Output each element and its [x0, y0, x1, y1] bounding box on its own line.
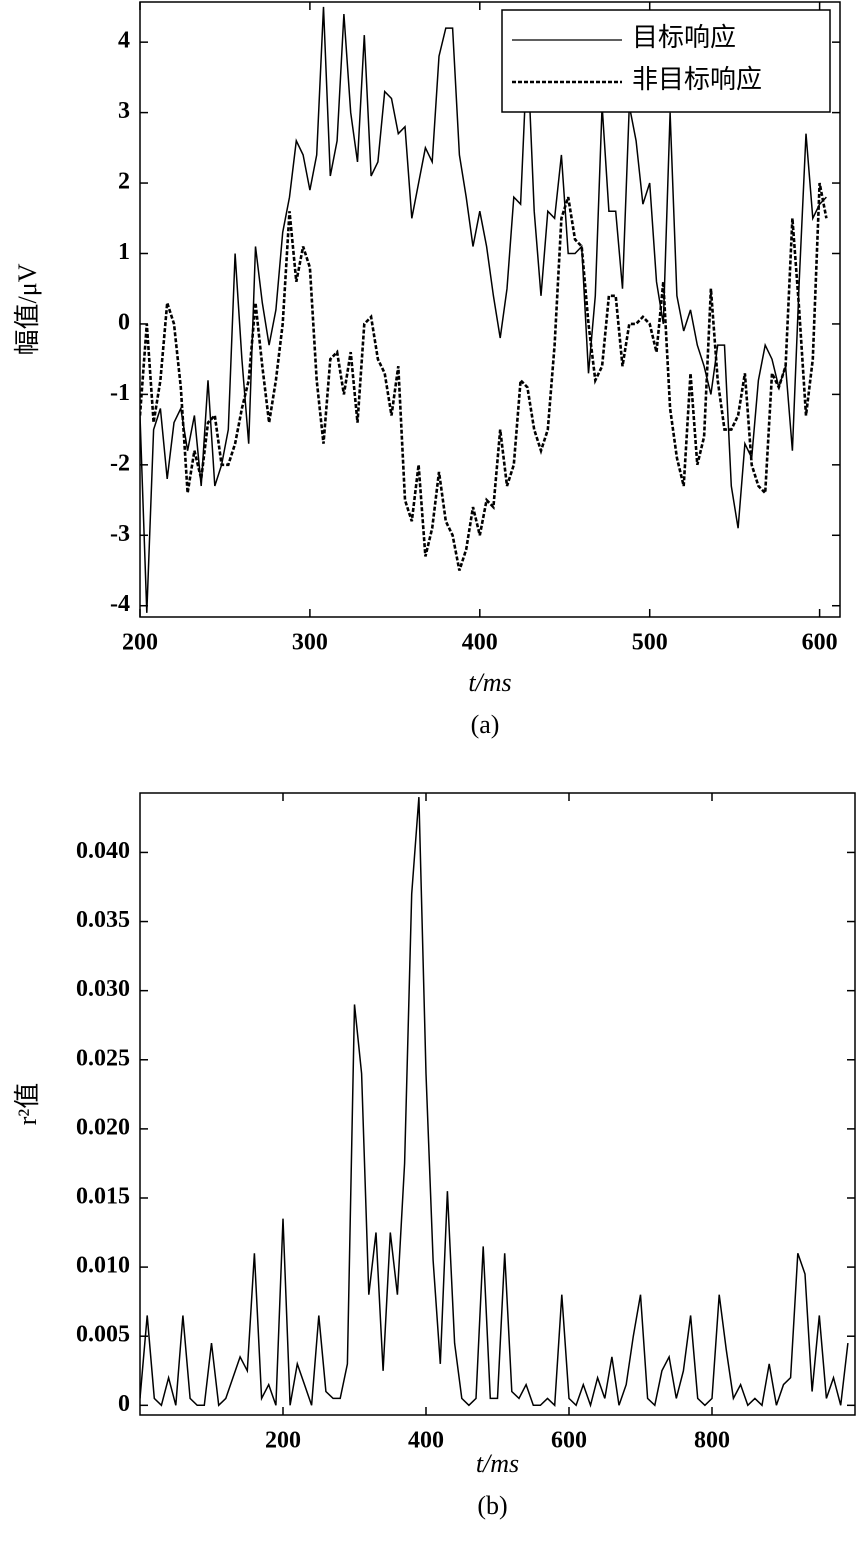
- y-tick-label: 0.015: [76, 1183, 130, 1209]
- x-axis-label: t/ms: [468, 668, 511, 697]
- y-tick-label: 1: [118, 239, 130, 265]
- y-axis-label: 幅值/μV: [13, 263, 42, 355]
- y-tick-label: 0.040: [76, 838, 130, 864]
- x-tick-label: 300: [292, 630, 328, 656]
- y-tick-label: -2: [110, 450, 130, 476]
- legend-label: 目标响应: [632, 23, 736, 52]
- caption: (a): [471, 710, 500, 739]
- plot-frame: [139, 1, 841, 618]
- y-axis-label: r²值: [13, 1083, 42, 1125]
- y-tick-label: 0: [118, 1391, 130, 1417]
- y-tick-label: 0.020: [76, 1114, 130, 1140]
- x-tick-label: 400: [462, 630, 498, 656]
- data-line: [140, 797, 849, 1408]
- y-tick-label: -3: [110, 521, 130, 547]
- x-tick-label: 500: [632, 630, 668, 656]
- y-tick-label: 3: [118, 98, 130, 124]
- caption: (b): [477, 1491, 507, 1520]
- y-tick-label: -4: [110, 591, 130, 617]
- y-tick-label: 0.035: [76, 907, 130, 933]
- x-tick-label: 200: [265, 1428, 301, 1454]
- x-tick-label: 400: [408, 1428, 444, 1454]
- plot-frame: [139, 792, 856, 1416]
- x-tick-label: 800: [694, 1428, 730, 1454]
- y-tick-label: 0.025: [76, 1045, 130, 1071]
- y-tick-label: -1: [110, 380, 130, 406]
- x-tick-label: 200: [122, 630, 158, 656]
- data-line: [140, 182, 828, 571]
- y-tick-label: 0.005: [76, 1322, 130, 1348]
- legend-label: 非目标响应: [632, 65, 762, 94]
- x-tick-label: 600: [802, 630, 838, 656]
- legend-box: [501, 9, 831, 113]
- x-axis-label: t/ms: [476, 1449, 519, 1478]
- y-tick-label: 2: [118, 169, 130, 195]
- y-tick-label: 4: [118, 28, 130, 54]
- y-tick-label: 0.010: [76, 1253, 130, 1279]
- data-line: [140, 6, 827, 613]
- x-tick-label: 600: [551, 1428, 587, 1454]
- y-tick-label: 0: [118, 309, 130, 335]
- y-tick-label: 0.030: [76, 976, 130, 1002]
